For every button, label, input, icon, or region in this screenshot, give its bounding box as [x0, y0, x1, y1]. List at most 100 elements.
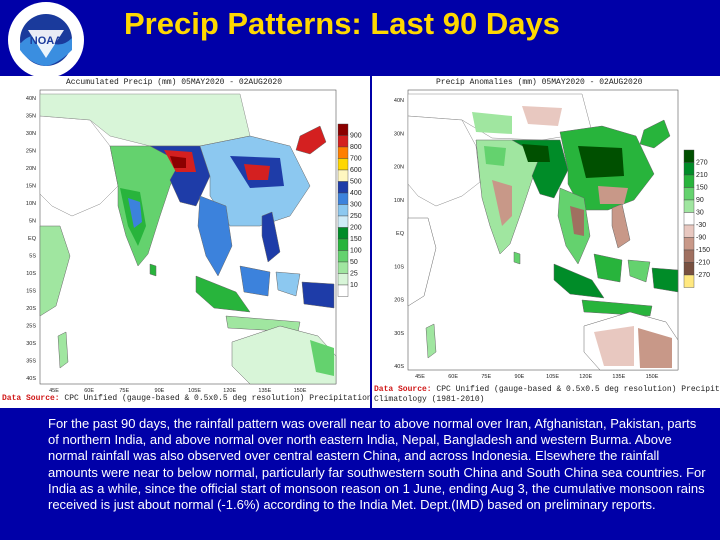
left-legend-label: 10 [350, 282, 358, 289]
precip-anomaly-map: Precip Anomalies (mm) 05MAY2020 - 02AUG2… [372, 76, 720, 408]
right-legend-swatch [683, 187, 695, 201]
left-legend-swatch [337, 146, 349, 159]
left-lon-label: 75E [119, 388, 129, 394]
right-legend-swatch [683, 162, 695, 176]
left-legend-swatch [337, 181, 349, 194]
left-lat-label: 10S [26, 271, 36, 277]
left-legend-label: 600 [350, 167, 362, 174]
left-map-header-text: Accumulated Precip (mm) 05MAY2020 - 02AU… [66, 78, 283, 87]
left-map-source: Data Source: CPC Unified (gauge-based & … [0, 393, 370, 405]
left-legend-label: 200 [350, 225, 362, 232]
left-legend-swatch [337, 284, 349, 297]
right-lat-label: 20S [394, 298, 404, 304]
left-lat-label: 25S [26, 324, 36, 330]
left-lat-label: 15S [26, 289, 36, 295]
left-legend-swatch [337, 215, 349, 228]
right-lat-label: EQ [396, 231, 405, 237]
left-legend-swatch [337, 135, 349, 148]
left-lat-label: 20S [26, 306, 36, 312]
right-lat-label: 40N [394, 98, 404, 104]
left-source-text: CPC Unified (gauge-based & 0.5x0.5 deg r… [64, 394, 370, 403]
left-legend-swatch [337, 158, 349, 171]
right-lon-label: 90E [515, 374, 525, 380]
right-lat-label: 20N [394, 165, 404, 171]
right-lat-label: 10N [394, 198, 404, 204]
right-lat-label: 30N [394, 131, 404, 137]
left-lat-label: 30S [26, 341, 36, 347]
left-legend-label: 800 [350, 144, 362, 151]
left-lon-label: 150E [294, 388, 307, 394]
right-lat-label: 30S [394, 331, 404, 337]
right-legend-label: -150 [696, 247, 710, 254]
right-legend-label: -90 [696, 235, 706, 242]
left-lon-label: 135E [258, 388, 271, 394]
right-legend-label: 210 [696, 172, 708, 179]
left-legend-swatch [337, 261, 349, 274]
left-legend-swatch [337, 227, 349, 240]
left-lon-label: 105E [188, 388, 201, 394]
right-legend-swatch [683, 149, 695, 163]
left-lat-label: 35N [26, 114, 36, 120]
left-lat-label: 40N [26, 96, 36, 102]
right-map-header: Precip Anomalies (mm) 05MAY2020 - 02AUG2… [372, 76, 720, 90]
left-lat-label: 35S [26, 359, 36, 365]
left-lon-label: 60E [84, 388, 94, 394]
noaa-abbr: NOAA [30, 35, 62, 47]
right-source-text2: Climatology (1981-2010) [374, 395, 485, 404]
right-lon-label: 60E [448, 374, 458, 380]
right-legend-label: 150 [696, 185, 708, 192]
right-source-text: CPC Unified (gauge-based & 0.5x0.5 deg r… [436, 385, 720, 394]
left-source-label: Data Source: [2, 394, 60, 403]
right-legend-label: -30 [696, 222, 706, 229]
right-source-label: Data Source: [374, 385, 432, 394]
left-legend-label: 900 [350, 133, 362, 140]
left-legend-swatch [337, 204, 349, 217]
left-lon-label: 90E [155, 388, 165, 394]
right-legend-swatch [683, 274, 695, 288]
left-legend-label: 500 [350, 179, 362, 186]
left-map-header: Accumulated Precip (mm) 05MAY2020 - 02AU… [0, 76, 370, 90]
noaa-logo: NOAA [2, 0, 92, 80]
right-legend-swatch [683, 212, 695, 226]
left-legend-label: 400 [350, 190, 362, 197]
left-legend-swatch [337, 123, 349, 136]
left-legend-swatch [337, 169, 349, 182]
left-legend-swatch [337, 250, 349, 263]
slide-title: Precip Patterns: Last 90 Days [124, 6, 560, 41]
right-map-header-text: Precip Anomalies (mm) 05MAY2020 - 02AUG2… [436, 78, 643, 87]
left-lat-label: 25N [26, 149, 36, 155]
left-lat-label: 5N [29, 219, 36, 225]
summary-caption: For the past 90 days, the rainfall patte… [48, 416, 706, 513]
right-lon-label: 120E [579, 374, 592, 380]
right-legend-swatch [683, 199, 695, 213]
left-lon-label: 45E [49, 388, 59, 394]
right-legend-label: 90 [696, 197, 704, 204]
right-legend-label: 270 [696, 160, 708, 167]
left-legend-label: 150 [350, 236, 362, 243]
left-lat-label: 10N [26, 201, 36, 207]
right-lat-label: 40S [394, 364, 404, 370]
left-legend-label: 300 [350, 202, 362, 209]
right-lon-label: 45E [415, 374, 425, 380]
right-legend-swatch [683, 249, 695, 263]
right-legend-swatch [683, 237, 695, 251]
accumulated-precip-map: Accumulated Precip (mm) 05MAY2020 - 02AU… [0, 76, 370, 408]
right-lon-label: 150E [646, 374, 659, 380]
left-lat-label: 15N [26, 184, 36, 190]
right-legend-swatch [683, 224, 695, 238]
left-legend-label: 250 [350, 213, 362, 220]
right-legend-label: -210 [696, 260, 710, 267]
left-legend-label: 50 [350, 259, 358, 266]
right-lon-label: 135E [612, 374, 625, 380]
left-legend-label: 25 [350, 271, 358, 278]
right-legend-label: -270 [696, 272, 710, 279]
right-map-source-line2: Climatology (1981-2010) [372, 394, 720, 406]
left-lat-label: 5S [29, 254, 36, 260]
right-legend-label: 30 [696, 210, 704, 217]
right-lon-label: 75E [481, 374, 491, 380]
left-legend-label: 100 [350, 248, 362, 255]
left-lat-label: 20N [26, 166, 36, 172]
right-legend-swatch [683, 174, 695, 188]
left-legend-swatch [337, 192, 349, 205]
right-lat-label: 10S [394, 264, 404, 270]
